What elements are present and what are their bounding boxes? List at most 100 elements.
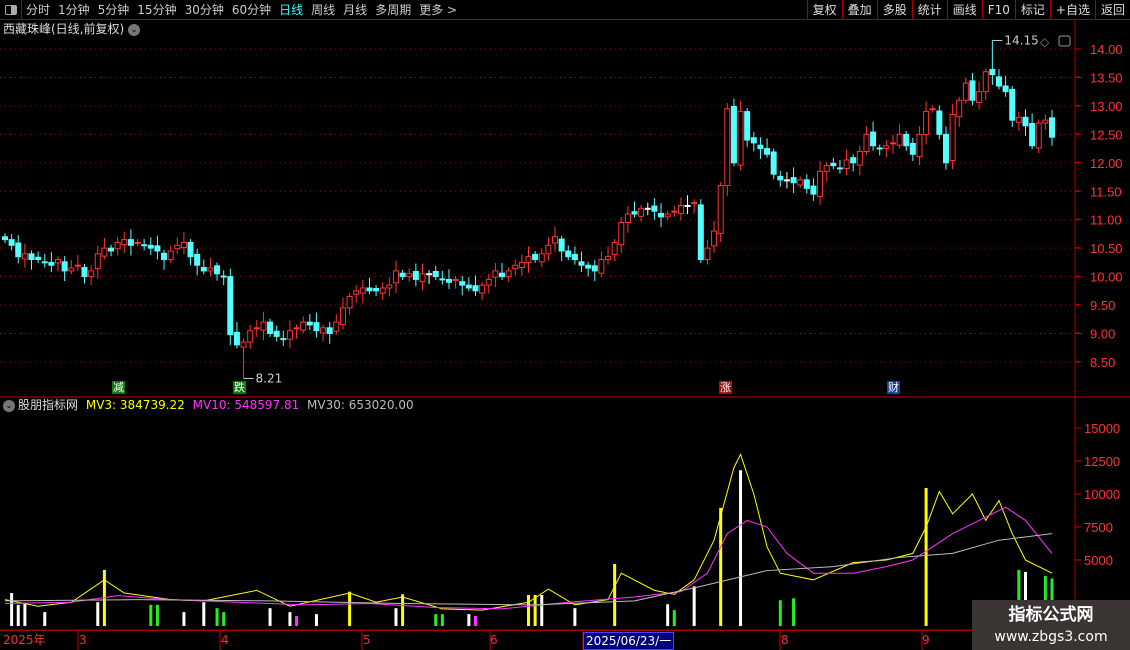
period-tab[interactable]: 5分钟 bbox=[97, 3, 130, 17]
volume-label: 5000 bbox=[1084, 553, 1113, 568]
candle-body bbox=[989, 68, 996, 76]
month-label: 4 bbox=[221, 633, 229, 647]
period-tab[interactable]: 月线 bbox=[343, 3, 368, 17]
candle-body bbox=[618, 222, 625, 246]
indicator-name[interactable]: 股朋指标网 bbox=[18, 398, 79, 412]
candle-body bbox=[293, 327, 300, 330]
low-price-label: 8.21 bbox=[256, 371, 283, 385]
candle-body bbox=[691, 202, 698, 205]
candle-body bbox=[631, 211, 638, 215]
marker-finance[interactable]: 财 bbox=[887, 381, 900, 394]
panel-icon bbox=[4, 5, 17, 15]
price-label: 11.50 bbox=[1090, 184, 1122, 199]
candle-body bbox=[207, 267, 214, 272]
tool-button[interactable]: 统计 bbox=[911, 0, 947, 20]
candle-body bbox=[889, 142, 896, 145]
tool-buttons: 复权 叠加 多股 统计 画线 F10 标记 +自选 返回 bbox=[806, 0, 1130, 20]
price-label: 13.00 bbox=[1090, 99, 1123, 114]
marker-rise[interactable]: 涨 bbox=[719, 381, 732, 394]
mv3-value: MV3: 384739.22 bbox=[85, 398, 185, 412]
period-tab[interactable]: 30分钟 bbox=[184, 3, 224, 17]
chevron-down-icon[interactable]: ⌄ bbox=[128, 23, 141, 36]
volume-label: 12500 bbox=[1084, 454, 1120, 469]
candle-body bbox=[2, 236, 8, 241]
mv10-value: MV10: 548597.81 bbox=[192, 398, 300, 412]
candle-body bbox=[591, 265, 598, 272]
candle-body bbox=[717, 185, 724, 234]
candle-body bbox=[830, 162, 837, 167]
volume-bar bbox=[314, 614, 318, 626]
candle-body bbox=[976, 91, 983, 103]
period-tab[interactable]: 1分钟 bbox=[58, 3, 90, 17]
high-price-label: 14.15 bbox=[1004, 33, 1038, 47]
candle-body bbox=[863, 133, 870, 152]
candle-body bbox=[909, 142, 916, 155]
volume-bar bbox=[182, 612, 186, 626]
tool-button[interactable]: 标记 bbox=[1014, 0, 1050, 20]
indicator-header: ⌄ 股朋指标网 MV3: 384739.22 MV10: 548597.81 MV… bbox=[3, 398, 414, 412]
volume-label: 15000 bbox=[1084, 421, 1120, 436]
candle-body bbox=[744, 111, 751, 141]
candle-body bbox=[578, 261, 585, 266]
candle-body bbox=[876, 147, 883, 150]
month-label: 8 bbox=[781, 633, 789, 647]
candle-body bbox=[353, 290, 360, 295]
candle-body bbox=[445, 278, 452, 283]
candle-body bbox=[790, 177, 797, 184]
volume-bar bbox=[10, 593, 14, 626]
candle-body bbox=[452, 278, 459, 281]
candle-body bbox=[147, 244, 154, 249]
volume-label: 7500 bbox=[1084, 520, 1113, 535]
period-tab[interactable]: 分时 bbox=[26, 3, 51, 17]
month-label: 9 bbox=[922, 633, 930, 647]
watermark: 指标公式网 www.zbgs3.com bbox=[972, 600, 1130, 650]
period-tab[interactable]: 15分钟 bbox=[137, 3, 177, 17]
tool-button[interactable]: 返回 bbox=[1094, 0, 1130, 20]
candle-body bbox=[982, 71, 989, 93]
candle-body bbox=[1009, 88, 1016, 121]
time-axis[interactable]: 2025年 3 4 5 6 2025/06/23/一 8 9 bbox=[0, 630, 1075, 650]
price-label: 11.00 bbox=[1090, 213, 1122, 228]
candle-body bbox=[55, 259, 62, 264]
price-label: 10.00 bbox=[1090, 270, 1123, 285]
candle-body bbox=[856, 150, 863, 166]
candle-body bbox=[194, 253, 201, 266]
candle-body bbox=[300, 321, 307, 331]
candle-body bbox=[21, 253, 28, 260]
volume-bar bbox=[23, 602, 27, 626]
volume-bar bbox=[149, 604, 153, 626]
tool-button[interactable]: 复权 bbox=[806, 0, 842, 20]
tool-button[interactable]: 多股 bbox=[876, 0, 912, 20]
candle-body bbox=[1029, 123, 1036, 147]
candle-body bbox=[187, 241, 194, 258]
volume-bar bbox=[348, 591, 352, 626]
period-tab[interactable]: 60分钟 bbox=[231, 3, 272, 17]
candle-body bbox=[711, 230, 718, 247]
candle-body bbox=[969, 80, 976, 101]
chevron-down-icon[interactable]: ⌄ bbox=[3, 399, 15, 412]
candle-body bbox=[306, 321, 313, 326]
period-tab[interactable]: 多周期 bbox=[375, 3, 412, 17]
candle-body bbox=[439, 278, 446, 281]
tool-button[interactable]: F10 bbox=[981, 0, 1015, 20]
layout-toggle-button[interactable] bbox=[0, 0, 22, 20]
candle-body bbox=[664, 213, 671, 218]
candle-body bbox=[644, 207, 651, 210]
period-tab[interactable]: 周线 bbox=[311, 3, 336, 17]
period-tab[interactable]: 日线 bbox=[279, 3, 304, 17]
tool-button[interactable]: 叠加 bbox=[841, 0, 877, 20]
price-label: 9.00 bbox=[1090, 327, 1115, 342]
candle-body bbox=[737, 111, 744, 166]
tool-button[interactable]: 画线 bbox=[946, 0, 982, 20]
marker-fall[interactable]: 跌 bbox=[233, 381, 246, 394]
candle-body bbox=[68, 267, 75, 272]
period-tab[interactable]: 更多 > bbox=[419, 3, 458, 17]
marker-reduce[interactable]: 减 bbox=[112, 381, 125, 394]
mv30-value: MV30: 653020.00 bbox=[307, 398, 414, 412]
volume-bar bbox=[1023, 571, 1027, 626]
candle-body bbox=[949, 113, 956, 162]
candle-body bbox=[545, 244, 552, 255]
tool-button[interactable]: +自选 bbox=[1049, 0, 1095, 20]
candle-body bbox=[240, 341, 247, 348]
